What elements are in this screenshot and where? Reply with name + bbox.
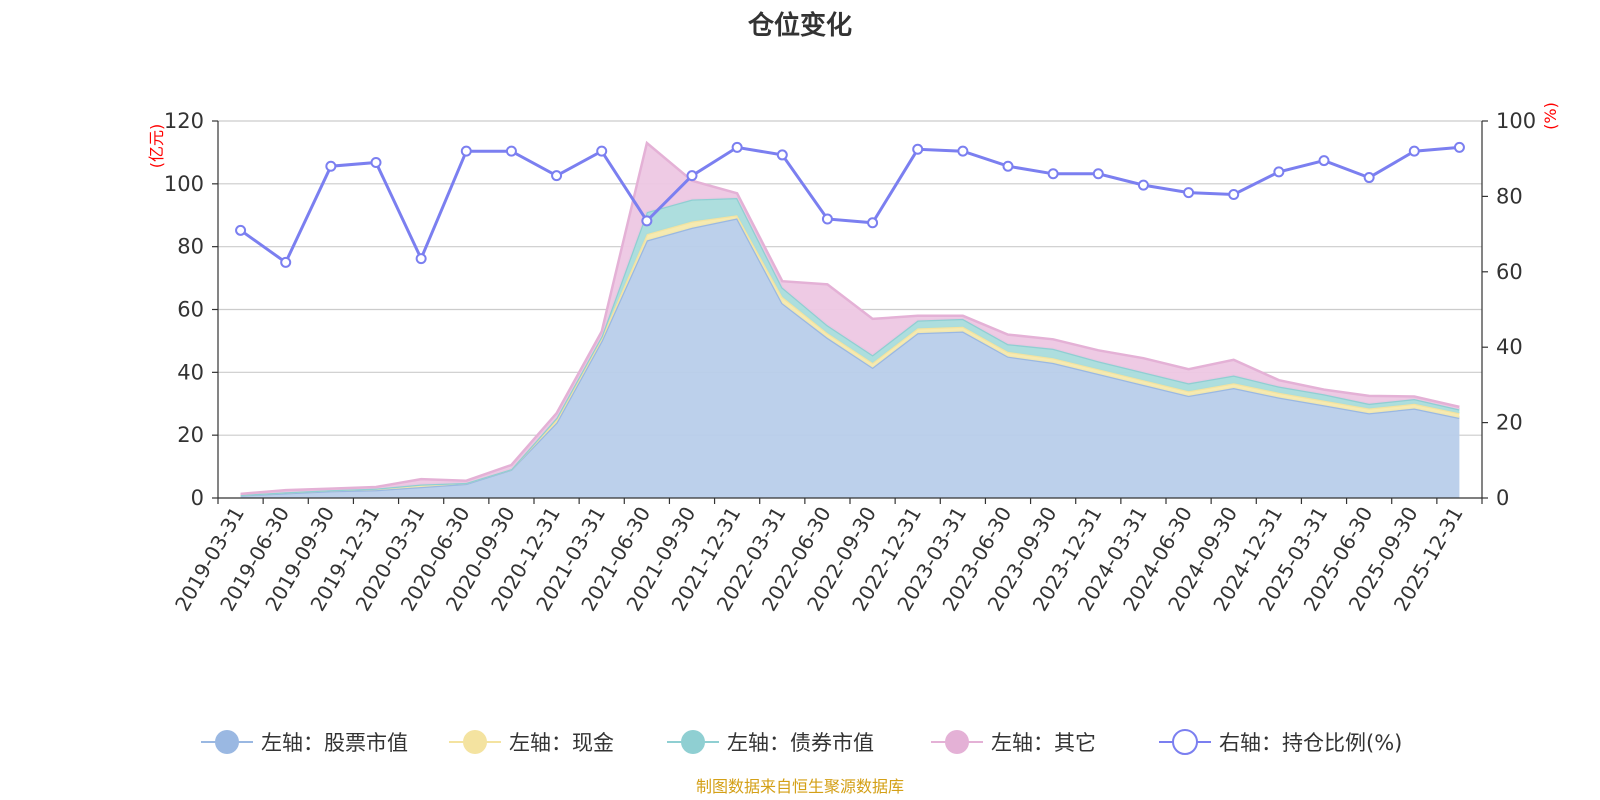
right-axis-tick-label: 20 (1496, 411, 1523, 435)
left-axis-unit: (亿元) (147, 124, 166, 169)
left-axis-tick-label: 20 (177, 423, 204, 447)
legend-marker (681, 730, 705, 754)
legend-marker (215, 730, 239, 754)
area-series-4 (240, 143, 1460, 495)
holding-ratio-point (1092, 168, 1104, 180)
legend-marker (1172, 729, 1198, 755)
left-axis-tick-label: 120 (164, 109, 204, 133)
holding-ratio-point (415, 253, 427, 265)
legend-label: 左轴：现金 (509, 731, 614, 755)
legend-label: 左轴：其它 (991, 731, 1096, 755)
area-series-3 (240, 198, 1460, 495)
left-axis-tick-label: 100 (164, 172, 204, 196)
holding-ratio-point (776, 149, 788, 161)
left-axis-tick-label: 40 (177, 360, 204, 384)
holding-ratio-point (596, 145, 608, 157)
legend-item-2: 左轴：现金 (449, 730, 614, 755)
holding-ratio-point (1363, 172, 1375, 184)
area-series-4-edge (240, 140, 1460, 496)
legend-item-1: 左轴：股票市值 (201, 730, 408, 755)
holding-ratio-point (1408, 145, 1420, 157)
left-axis-tick-label: 0 (191, 486, 204, 510)
left-axis-tick-label: 80 (177, 235, 204, 259)
holding-ratio-point (551, 170, 563, 182)
right-axis-tick-label: 100 (1496, 109, 1536, 133)
legend-item-4: 左轴：其它 (931, 730, 1096, 755)
right-axis-unit: (%) (1541, 102, 1560, 130)
holding-ratio-point (821, 213, 833, 225)
legend-marker (463, 730, 487, 754)
holding-ratio-point (1002, 160, 1014, 172)
data-source-note: 制图数据来自恒生聚源数据库 (696, 777, 904, 796)
chart-title: 仓位变化 (747, 10, 852, 41)
holding-ratio-point (731, 141, 743, 153)
holding-ratio-point (641, 215, 653, 227)
holding-ratio-point (1273, 166, 1285, 178)
right-axis-tick-label: 80 (1496, 184, 1523, 208)
area-series-1 (240, 218, 1460, 498)
legend-marker (945, 730, 969, 754)
legend: 左轴：股票市值 左轴：现金 左轴：债券市值 左轴：其它 右轴：持仓比例(%) (201, 729, 1402, 755)
holding-ratio-point (325, 160, 337, 172)
holding-ratio-point (460, 145, 472, 157)
holding-ratio-point (957, 145, 969, 157)
holding-ratio-point (370, 156, 382, 168)
holding-ratio-series (235, 141, 1465, 268)
holding-ratio-point (686, 170, 698, 182)
holding-ratio-point (1183, 187, 1195, 199)
right-axis-tick-label: 60 (1496, 260, 1523, 284)
legend-label: 左轴：债券市值 (727, 731, 874, 755)
holding-ratio-point (1137, 179, 1149, 191)
holding-ratio-point (1047, 168, 1059, 180)
legend-item-3: 左轴：债券市值 (667, 730, 874, 755)
right-axis-tick-label: 0 (1496, 486, 1509, 510)
stacked-areas (240, 140, 1460, 498)
holding-ratio-point (912, 143, 924, 155)
right-axis-tick-label: 40 (1496, 335, 1523, 359)
holding-ratio-point (867, 217, 879, 229)
holding-ratio-point (1318, 155, 1330, 167)
holding-ratio-point (280, 256, 292, 268)
holding-ratio-point (235, 224, 247, 236)
legend-label: 左轴：股票市值 (261, 731, 408, 755)
holding-ratio-line (239, 145, 1460, 265)
holding-ratio-point (505, 145, 517, 157)
legend-label: 右轴：持仓比例(%) (1219, 731, 1402, 755)
holding-ratio-point (1228, 189, 1240, 201)
left-axis-tick-label: 60 (177, 298, 204, 322)
holding-ratio-point (1453, 141, 1465, 153)
legend-item-5: 右轴：持仓比例(%) (1159, 729, 1402, 755)
